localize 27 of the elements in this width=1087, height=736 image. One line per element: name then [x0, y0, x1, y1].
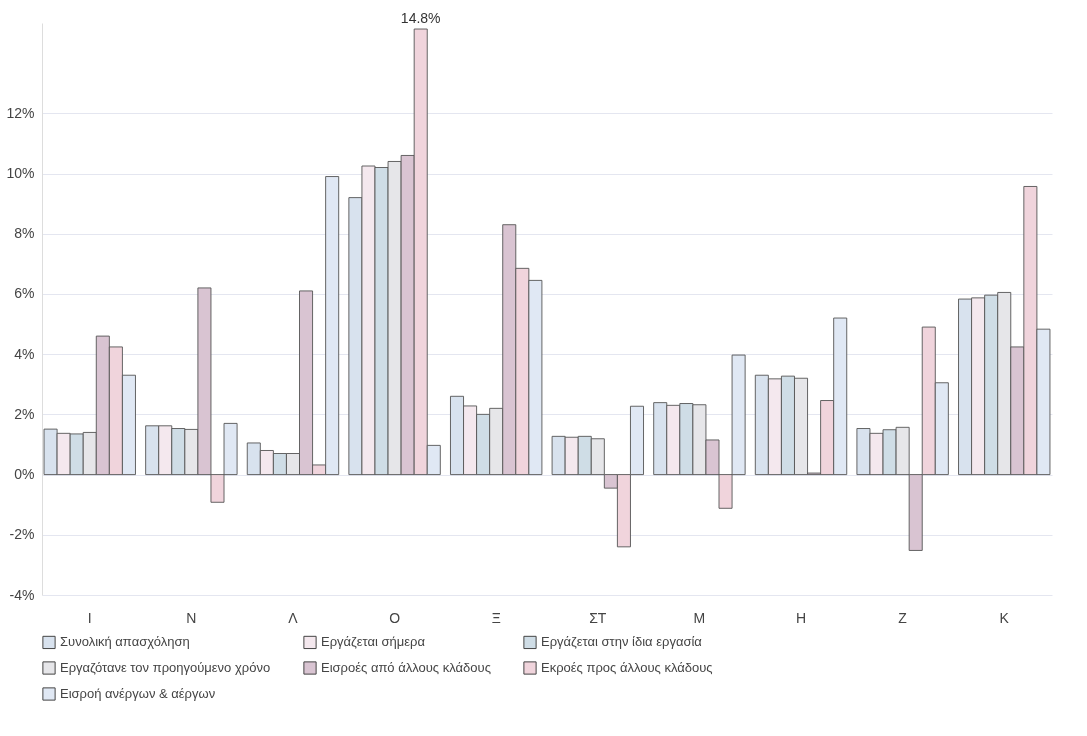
- x-tick-label: Ζ: [898, 609, 908, 626]
- x-tick-label: Η: [795, 609, 807, 626]
- y-tick-label: 0%: [14, 466, 35, 483]
- legend-label: Εισροή ανέργων & αέργων: [60, 686, 216, 701]
- y-tick-label: -2%: [9, 526, 35, 543]
- y-tick-label: 10%: [6, 165, 35, 182]
- x-tick-label: ΣΤ: [589, 609, 607, 626]
- y-tick-label: -4%: [9, 586, 35, 603]
- x-tick-label: Ι: [87, 609, 92, 626]
- x-tick-label: Μ: [693, 609, 706, 626]
- y-tick-label: 8%: [14, 225, 35, 242]
- legend-label: Εργάζεται σήμερα: [321, 634, 426, 650]
- x-tick-label: Ξ: [491, 609, 501, 626]
- legend-label: Εργάζεται στην ίδια εργασία: [541, 634, 703, 650]
- x-tick-label: Λ: [288, 609, 299, 626]
- x-tick-label: Ν: [186, 609, 197, 626]
- y-tick-label: 12%: [6, 104, 35, 121]
- legend-label: Εκροές προς άλλους κλάδους: [541, 660, 713, 675]
- y-tick-label: 4%: [14, 345, 35, 362]
- y-tick-label: 6%: [14, 285, 35, 302]
- legend-label: Συνολική απασχόληση: [60, 634, 190, 650]
- data-label: 14.8%: [400, 10, 441, 27]
- legend-label: Εργαζότανε τον προηγούμενο χρόνο: [60, 660, 271, 675]
- x-tick-label: Κ: [999, 609, 1010, 626]
- legend-label: Εισροές από άλλους κλάδους: [321, 660, 491, 675]
- y-tick-label: 2%: [14, 405, 35, 422]
- x-tick-label: Ο: [389, 609, 401, 626]
